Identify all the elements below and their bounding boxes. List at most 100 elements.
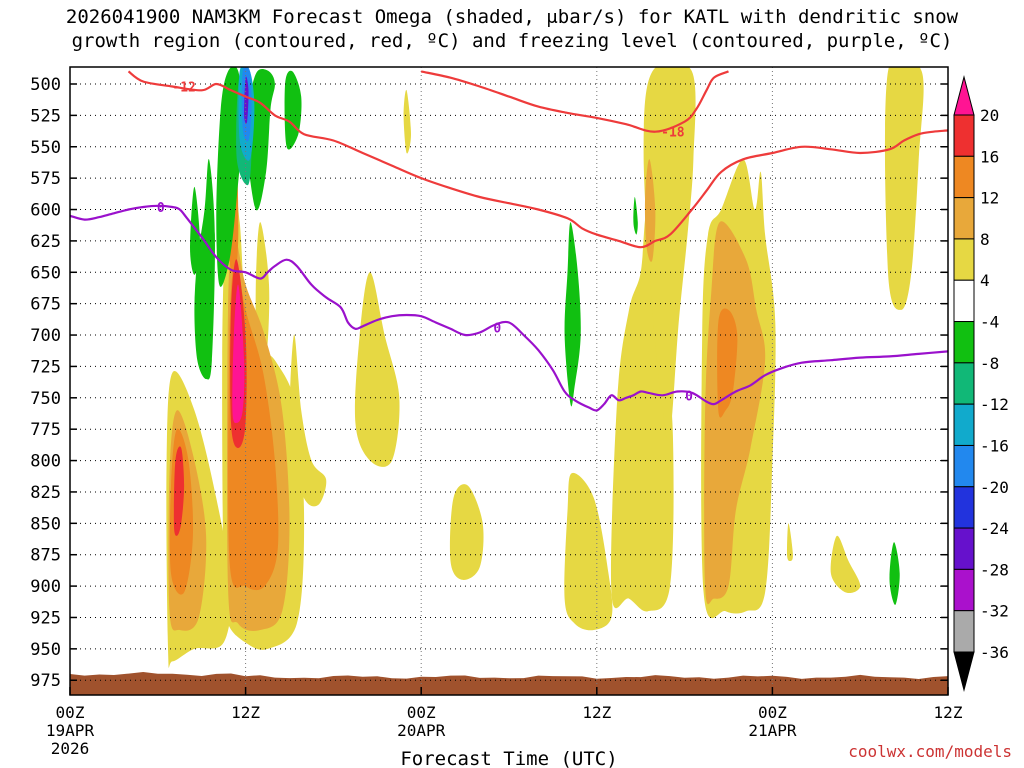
colorbar-label-9: -20 — [980, 478, 1009, 497]
colorbar-bin-12 — [953, 568, 975, 612]
omega-region-3 — [289, 334, 327, 507]
y-tick-label-575: 575 — [30, 169, 61, 189]
omega-region-30 — [564, 222, 581, 407]
chart-title-line-1: 2026041900 NAM3KM Forecast Omega (shaded… — [65, 6, 959, 28]
colorbar-bin-8 — [953, 403, 975, 446]
colorbar: 20 16 12 8 4 -4 -8 -12 -16 -20 -24 -28 -32 -36 — [953, 75, 1009, 692]
colorbar-bottom-triangle — [953, 651, 975, 692]
colorbar-label-13: -36 — [980, 643, 1009, 662]
colorbar-label-1: 16 — [980, 147, 999, 166]
omega-region-22 — [173, 446, 185, 536]
colorbar-label-5: -4 — [980, 313, 999, 332]
y-tick-label-725: 725 — [30, 357, 61, 377]
colorbar-top-triangle — [953, 75, 975, 116]
colorbar-bin-6 — [953, 321, 975, 364]
colorbar-label-10: -24 — [980, 519, 1009, 538]
y-tick-label-500: 500 — [30, 75, 61, 95]
axes-layer: 500 525 550 575 600 625 650 675 700 725 750 775 800 8… — [30, 75, 963, 758]
x-tick-date-0: 19APR — [46, 721, 95, 740]
colorbar-bin-2 — [953, 155, 975, 199]
terrain-surface — [70, 672, 948, 695]
plot-border — [69, 66, 949, 696]
y-tick-label-950: 950 — [30, 640, 61, 660]
x-tick-label-4: 00Z — [758, 703, 787, 722]
watermark: coolwx.com/models — [848, 742, 1012, 761]
y-tick-label-900: 900 — [30, 577, 61, 597]
y-tick-label-800: 800 — [30, 452, 61, 472]
freezing-level-label-0: 0 — [493, 322, 501, 337]
contour-label-0: -12 — [172, 81, 195, 96]
x-tick-label-1: 12Z — [231, 703, 260, 722]
colorbar-label-4: 4 — [980, 271, 990, 290]
colorbar-label-11: -28 — [980, 560, 1009, 579]
x-tick-date-4: 21APR — [748, 721, 797, 740]
colorbar-bin-4 — [953, 238, 975, 281]
omega-region-16 — [644, 159, 656, 262]
y-tick-label-525: 525 — [30, 106, 61, 126]
omega-region-29 — [284, 70, 302, 150]
colorbar-bin-3 — [953, 197, 975, 240]
plot-frame — [69, 66, 949, 696]
y-tick-label-750: 750 — [30, 389, 61, 409]
colorbar-bin-10 — [953, 486, 975, 529]
colorbar-bin-5 — [953, 279, 975, 323]
freezing-level-label-1: 0 — [685, 389, 693, 404]
terrain-layer — [70, 672, 948, 695]
y-tick-label-550: 550 — [30, 138, 61, 158]
y-tick-label-925: 925 — [30, 608, 61, 628]
omega-region-27 — [216, 67, 243, 287]
contour-label-1: -18 — [661, 126, 685, 141]
y-tick-label-650: 650 — [30, 263, 61, 283]
contour-layer: -12 -18 0 0 0 — [70, 70, 948, 412]
y-tick-label-700: 700 — [30, 326, 61, 346]
x-tick-label-0: 00Z — [56, 703, 85, 722]
colorbar-label-3: 8 — [980, 230, 990, 249]
omega-region-9 — [643, 67, 696, 441]
x-tick-label-5: 12Z — [934, 703, 963, 722]
y-tick-label-825: 825 — [30, 483, 61, 503]
y-tick-label-775: 775 — [30, 420, 61, 440]
x-tick-year-0: 2026 — [51, 739, 90, 758]
contour-line-2 — [70, 204, 948, 412]
contour-line-1 — [420, 70, 729, 133]
colorbar-bin-9 — [953, 444, 975, 488]
x-tick-label-3: 12Z — [582, 703, 611, 722]
omega-region-24 — [232, 284, 245, 424]
omega-region-5 — [403, 89, 411, 154]
omega-region-11 — [786, 523, 793, 561]
colorbar-bin-1 — [953, 114, 975, 157]
colorbar-bin-13 — [953, 610, 975, 653]
omega-region-26 — [194, 158, 215, 380]
omega-region-12 — [830, 535, 861, 594]
colorbar-label-0: 20 — [980, 106, 999, 125]
y-tick-label-600: 600 — [30, 201, 61, 221]
y-tick-label-850: 850 — [30, 514, 61, 534]
omega-region-7 — [564, 472, 613, 631]
colorbar-bin-11 — [953, 527, 975, 570]
chart-title-line-2: growth region (contoured, red, ºC) and f… — [71, 30, 953, 52]
y-tick-label-625: 625 — [30, 232, 61, 252]
x-tick-date-2: 20APR — [397, 721, 446, 740]
y-tick-label-875: 875 — [30, 546, 61, 566]
colorbar-label-6: -8 — [980, 354, 999, 373]
colorbar-bin-7 — [953, 362, 975, 405]
omega-region-4 — [354, 272, 400, 467]
contour-label-2: 0 — [157, 201, 165, 216]
y-tick-label-975: 975 — [30, 671, 61, 691]
y-tick-label-675: 675 — [30, 295, 61, 315]
omega-region-13 — [884, 67, 924, 310]
omega-region-25 — [190, 186, 201, 275]
colorbar-label-8: -16 — [980, 436, 1009, 455]
grid-layer — [70, 67, 948, 695]
omega-region-31 — [633, 197, 638, 235]
omega-shading-layer — [166, 67, 924, 668]
colorbar-label-7: -12 — [980, 395, 1009, 414]
colorbar-label-12: -32 — [980, 602, 1009, 621]
colorbar-label-2: 12 — [980, 189, 999, 208]
contour-line-0 — [127, 70, 948, 249]
omega-region-32 — [889, 542, 900, 605]
omega-region-6 — [449, 484, 484, 580]
x-tick-label-2: 00Z — [407, 703, 436, 722]
omega-region-21 — [717, 308, 738, 418]
